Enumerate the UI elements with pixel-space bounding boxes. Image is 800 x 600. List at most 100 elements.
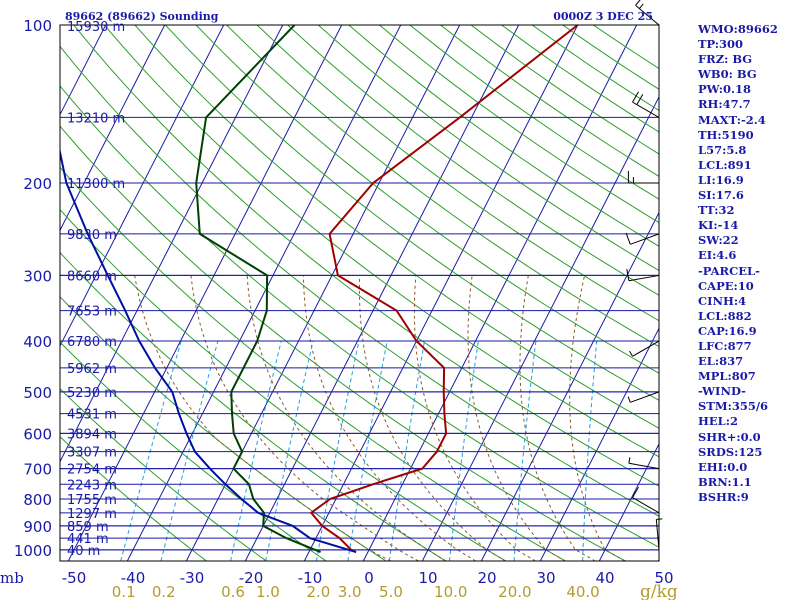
stat-item: BSHR:9 [698, 489, 749, 504]
dry-adiabat-line [60, 125, 626, 561]
pressure-label: 800 [23, 491, 52, 509]
stat-item: LCL:891 [698, 157, 752, 172]
mixing-ratio-line [315, 340, 360, 561]
stat-item: CAP:16.9 [698, 323, 757, 338]
wind-barb-flag [628, 457, 631, 464]
stat-item: L57:5.8 [698, 142, 747, 157]
mixing-ratio-label: 10.0 [434, 583, 467, 600]
mixing-ratio-line [230, 340, 282, 561]
moist-adiabat-line [190, 275, 419, 561]
mixing-ratio-label: 20.0 [498, 583, 531, 600]
dry-adiabat-line [348, 25, 659, 247]
mixing-ratio-line [388, 340, 425, 561]
wind-barbs [625, 0, 663, 550]
mixing-ratio-line [160, 340, 219, 561]
dry-adiabat-grid [60, 25, 659, 561]
dry-adiabat-line [73, 25, 659, 487]
isotherm-line [60, 25, 166, 232]
wind-barb-flag [632, 486, 639, 498]
wind-barb-flag [635, 0, 641, 6]
mixing-ratio-unit-label: g/kg [640, 582, 678, 600]
wind-barb [628, 457, 660, 470]
stat-item: WMO:89662 [698, 22, 778, 36]
height-label: 6780 m [67, 335, 117, 350]
dry-adiabat-line [195, 25, 659, 374]
mixing-ratio-label: 0.6 [221, 583, 245, 600]
wind-barb-staff [632, 497, 660, 514]
moist-adiabat-line [246, 275, 447, 561]
wind-barb-flag [625, 232, 631, 245]
wind-barb [625, 232, 660, 245]
stat-item: LI:16.9 [698, 172, 744, 187]
mixing-ratio-label: 40.0 [566, 583, 599, 600]
height-label: 13210 m [67, 111, 125, 126]
chart-title: 89662 (89662) Sounding [65, 10, 219, 23]
temperature-label: -20 [239, 569, 264, 587]
stat-item: CAPE:10 [698, 278, 754, 293]
stat-item: WB0: BG [698, 67, 757, 82]
isotherm-line [67, 25, 343, 561]
stat-item: PW:0.18 [698, 82, 752, 97]
dry-adiabat-line [60, 341, 327, 561]
isotherm-line [60, 25, 225, 348]
height-label: 9830 m [67, 228, 117, 243]
dry-adiabat-line [60, 85, 659, 548]
stat-item: TH:5190 [698, 127, 754, 142]
dry-adiabat-line [60, 208, 506, 561]
isotherm-grid [0, 25, 659, 561]
temperature-label: 0 [364, 569, 374, 587]
pressure-label: 300 [23, 267, 52, 285]
isotherm-line [598, 442, 659, 561]
moist-adiabat-line [519, 275, 596, 561]
wind-barb-staff [628, 274, 660, 282]
isotherm-line [0, 25, 47, 561]
stat-item: EI:4.6 [698, 248, 737, 263]
dry-adiabat-line [103, 25, 659, 458]
temperature-label: 30 [536, 569, 555, 587]
pressure-label: 400 [23, 333, 52, 351]
stat-item: -PARCEL- [698, 263, 760, 278]
height-label: 3894 m [67, 427, 117, 442]
temperature-label: 20 [477, 569, 496, 587]
stat-item: SHR+:0.0 [698, 429, 761, 444]
height-label: 4531 m [67, 408, 117, 423]
pressure-unit-label: mb [0, 569, 24, 587]
height-label: 8660 m [67, 269, 117, 284]
stat-item: TP:300 [698, 37, 744, 52]
mixing-ratio-line [513, 340, 537, 561]
wind-barb [627, 391, 660, 403]
height-label: 1755 m [67, 493, 117, 508]
isotherm-line [185, 25, 461, 561]
stat-item: MAXT:-2.4 [698, 112, 766, 127]
pressure-label: 900 [23, 518, 52, 536]
isotherm-line [126, 25, 402, 561]
mixing-ratio-label: 5.0 [379, 583, 403, 600]
mixing-ratio-line [120, 340, 182, 561]
mixing-ratio-line [582, 340, 598, 561]
moist-adiabat-line [302, 275, 476, 561]
moist-adiabat-line [569, 275, 626, 561]
mixing-ratio-label: 0.1 [112, 583, 136, 600]
height-label: 5230 m [67, 386, 117, 401]
temperature-label: -50 [62, 569, 87, 587]
moist-adiabat-line [134, 275, 392, 561]
stat-item: MPL:807 [698, 369, 756, 384]
dry-adiabat-line [60, 388, 267, 561]
stat-item: TT:32 [698, 203, 735, 218]
height-label: 2243 m [67, 478, 117, 493]
pressure-axis-labels: 100 200 300 400 500 600 700 800 900 1000 [14, 17, 52, 560]
plot-frame [59, 24, 660, 562]
sounding-traces [60, 25, 579, 554]
parcel-trace [60, 147, 357, 554]
stat-item: SRDS:125 [698, 444, 763, 459]
temperature-trace [309, 25, 579, 554]
isotherm-line [539, 327, 659, 561]
isotherm-line [60, 25, 284, 463]
height-labels: 15930 m 13210 m 11300 m 9830 m 8660 m 7653 m 6… [67, 20, 125, 559]
pressure-label: 200 [23, 175, 52, 193]
stat-item: CINH:4 [698, 293, 747, 308]
wind-barb-staff [630, 391, 660, 403]
pressure-label: 1000 [14, 542, 52, 560]
temperature-label: -30 [180, 569, 205, 587]
stat-item: EHI:0.0 [698, 459, 748, 474]
